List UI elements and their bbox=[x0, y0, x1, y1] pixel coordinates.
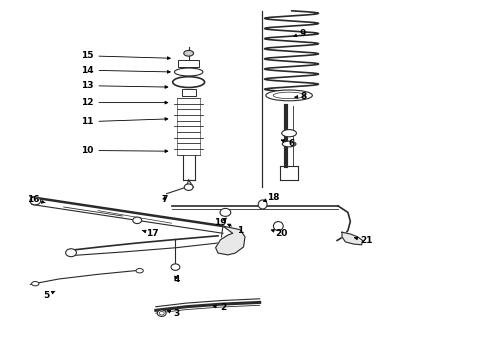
Ellipse shape bbox=[159, 311, 164, 315]
Text: 14: 14 bbox=[81, 66, 170, 75]
Ellipse shape bbox=[31, 282, 39, 286]
Ellipse shape bbox=[282, 130, 296, 137]
Text: 4: 4 bbox=[173, 274, 180, 284]
Text: 12: 12 bbox=[81, 98, 168, 107]
Text: 3: 3 bbox=[168, 310, 179, 319]
Text: 5: 5 bbox=[44, 291, 55, 300]
Ellipse shape bbox=[133, 217, 142, 224]
Text: 19: 19 bbox=[214, 218, 227, 227]
Ellipse shape bbox=[30, 197, 41, 205]
Text: 10: 10 bbox=[81, 146, 168, 155]
Text: 9: 9 bbox=[294, 29, 306, 37]
Ellipse shape bbox=[184, 50, 194, 56]
Text: 6: 6 bbox=[281, 139, 294, 148]
Text: 16: 16 bbox=[27, 195, 45, 204]
Ellipse shape bbox=[282, 141, 296, 147]
Text: 8: 8 bbox=[295, 92, 307, 101]
Text: 11: 11 bbox=[81, 117, 168, 126]
Text: 1: 1 bbox=[228, 224, 243, 235]
Text: 20: 20 bbox=[271, 229, 288, 238]
Ellipse shape bbox=[172, 77, 205, 87]
Ellipse shape bbox=[174, 68, 203, 76]
Ellipse shape bbox=[220, 208, 231, 216]
Bar bbox=[178, 60, 199, 67]
Ellipse shape bbox=[157, 310, 166, 316]
Text: 2: 2 bbox=[213, 303, 226, 312]
Ellipse shape bbox=[266, 90, 313, 101]
Text: 18: 18 bbox=[264, 193, 280, 202]
Ellipse shape bbox=[273, 92, 305, 99]
Polygon shape bbox=[342, 232, 363, 245]
Bar bbox=[182, 89, 196, 96]
Ellipse shape bbox=[184, 184, 193, 190]
Text: 13: 13 bbox=[81, 81, 168, 90]
Text: 17: 17 bbox=[143, 229, 158, 238]
Text: 21: 21 bbox=[354, 236, 373, 245]
Ellipse shape bbox=[273, 222, 283, 231]
Polygon shape bbox=[216, 226, 245, 255]
Text: 7: 7 bbox=[161, 195, 168, 204]
Ellipse shape bbox=[258, 200, 267, 209]
Ellipse shape bbox=[136, 269, 143, 273]
Text: 15: 15 bbox=[81, 51, 170, 60]
Ellipse shape bbox=[171, 264, 180, 270]
Ellipse shape bbox=[66, 249, 76, 257]
